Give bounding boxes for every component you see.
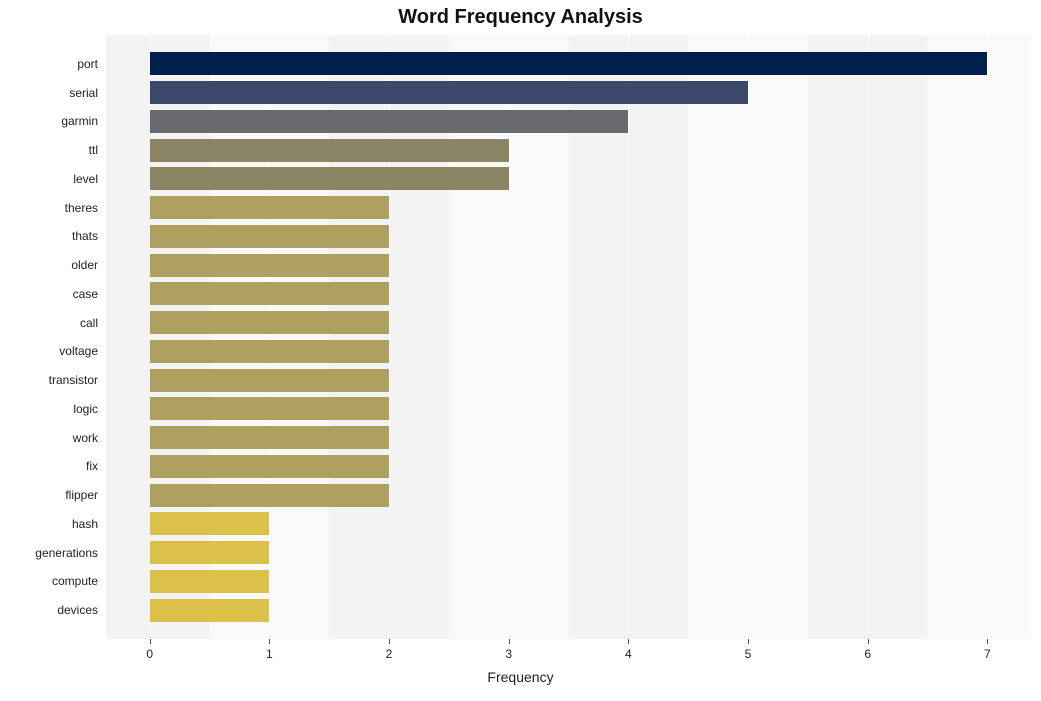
bar-row	[106, 110, 1031, 133]
bar	[150, 512, 270, 535]
bar-row	[106, 81, 1031, 104]
bar-row	[106, 599, 1031, 622]
y-tick-label: generations	[0, 546, 98, 560]
bar-row	[106, 541, 1031, 564]
bar-row	[106, 196, 1031, 219]
bar	[150, 52, 988, 75]
bar	[150, 369, 389, 392]
bar-row	[106, 484, 1031, 507]
x-tick	[389, 639, 390, 644]
x-tick-label: 0	[146, 647, 153, 661]
x-tick-label: 7	[984, 647, 991, 661]
y-tick-label: theres	[0, 201, 98, 215]
bar-row	[106, 426, 1031, 449]
y-tick-label: flipper	[0, 488, 98, 502]
word-frequency-chart: Word Frequency Analysis port serial garmin…	[0, 0, 1041, 701]
y-tick-label: thats	[0, 229, 98, 243]
bar-row	[106, 311, 1031, 334]
chart-title: Word Frequency Analysis	[0, 6, 1041, 29]
bar	[150, 541, 270, 564]
x-tick-label: 2	[386, 647, 393, 661]
x-tick	[509, 639, 510, 644]
y-tick-label: work	[0, 431, 98, 445]
bar	[150, 282, 389, 305]
y-tick-label: fix	[0, 459, 98, 473]
y-tick-label: level	[0, 172, 98, 186]
bar	[150, 599, 270, 622]
y-tick-label: logic	[0, 402, 98, 416]
bar	[150, 455, 389, 478]
x-tick	[868, 639, 869, 644]
x-tick	[628, 639, 629, 644]
x-tick-label: 5	[745, 647, 752, 661]
bar	[150, 254, 389, 277]
plot-area	[106, 35, 1031, 639]
bar-row	[106, 225, 1031, 248]
y-tick-label: transistor	[0, 373, 98, 387]
y-tick-label: hash	[0, 517, 98, 531]
bar	[150, 139, 509, 162]
bar-row	[106, 397, 1031, 420]
y-tick-label: case	[0, 287, 98, 301]
y-tick-label: port	[0, 57, 98, 71]
bar-row	[106, 282, 1031, 305]
x-axis: 0 1 2 3 4 5 6 7	[106, 639, 1031, 669]
x-tick-label: 1	[266, 647, 273, 661]
bar	[150, 196, 389, 219]
y-tick-label: older	[0, 258, 98, 272]
x-tick	[150, 639, 151, 644]
y-tick-label: ttl	[0, 143, 98, 157]
bar-row	[106, 455, 1031, 478]
bar-row	[106, 570, 1031, 593]
x-axis-label: Frequency	[0, 669, 1041, 685]
x-tick-label: 3	[505, 647, 512, 661]
bar	[150, 110, 629, 133]
bar-row	[106, 139, 1031, 162]
bar-row	[106, 369, 1031, 392]
bar-row	[106, 512, 1031, 535]
bar-row	[106, 254, 1031, 277]
bar	[150, 397, 389, 420]
y-tick-label: call	[0, 316, 98, 330]
bar	[150, 484, 389, 507]
x-tick-label: 4	[625, 647, 632, 661]
x-tick-label: 6	[864, 647, 871, 661]
x-tick	[269, 639, 270, 644]
x-tick	[748, 639, 749, 644]
y-tick-label: voltage	[0, 344, 98, 358]
bar	[150, 311, 389, 334]
bar	[150, 570, 270, 593]
bar	[150, 340, 389, 363]
bar	[150, 225, 389, 248]
bar-row	[106, 167, 1031, 190]
bar-row	[106, 340, 1031, 363]
x-tick	[987, 639, 988, 644]
bar	[150, 81, 748, 104]
y-tick-label: garmin	[0, 114, 98, 128]
y-tick-label: devices	[0, 603, 98, 617]
y-tick-label: compute	[0, 574, 98, 588]
bar	[150, 426, 389, 449]
y-tick-label: serial	[0, 86, 98, 100]
bar	[150, 167, 509, 190]
bar-row	[106, 52, 1031, 75]
